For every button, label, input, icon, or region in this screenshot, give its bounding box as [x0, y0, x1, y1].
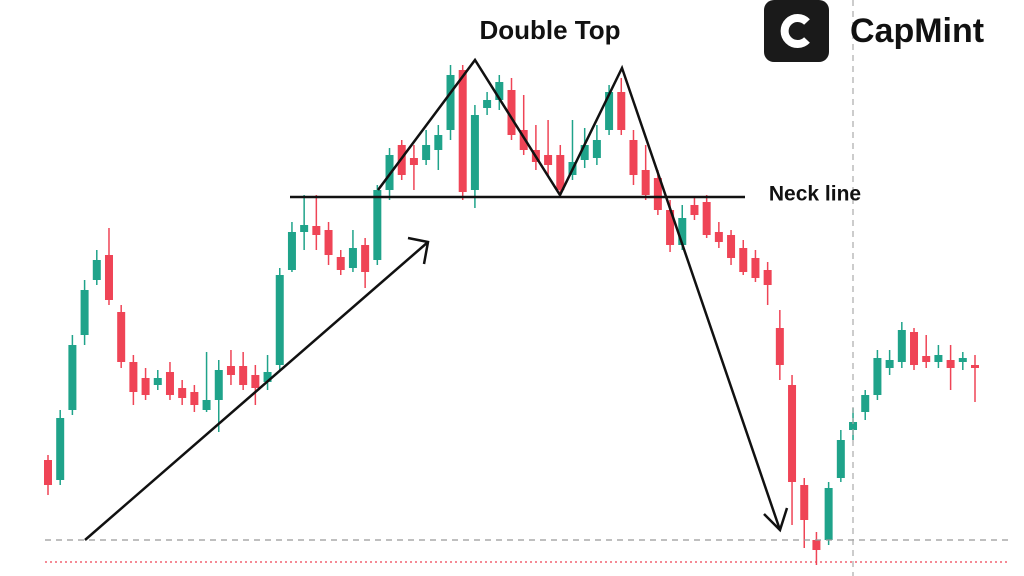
brand-name: CapMint: [850, 12, 984, 50]
candle-body: [68, 345, 77, 410]
candle-body: [275, 275, 284, 365]
candle-body: [373, 190, 382, 260]
candles: [44, 65, 979, 565]
candle-body: [117, 312, 126, 362]
candle-body: [812, 540, 821, 550]
candle-body: [324, 230, 333, 255]
candle-body: [422, 145, 431, 160]
candle-body: [165, 372, 174, 395]
arrow-head: [407, 236, 430, 265]
candle-body: [458, 70, 467, 192]
candle-body: [861, 395, 870, 412]
candle-body: [190, 392, 199, 405]
candle-body: [775, 328, 784, 365]
candle-body: [434, 135, 443, 150]
candle-body: [800, 485, 809, 520]
candle-body: [617, 92, 626, 130]
candle-body: [958, 358, 967, 362]
candle-body: [104, 255, 113, 300]
annotation: Neck line: [769, 183, 861, 206]
logo-box: [764, 0, 829, 62]
candle-body: [666, 210, 675, 245]
candle-body: [544, 155, 553, 165]
candle-body: [727, 235, 736, 258]
candle-body: [92, 260, 101, 280]
candle-body: [605, 92, 614, 130]
candle-body: [592, 140, 601, 158]
candle-body: [153, 378, 162, 385]
candle-body: [348, 248, 357, 268]
candle-body: [824, 488, 833, 540]
candle-body: [178, 388, 187, 398]
chart-title: Double Top: [479, 15, 620, 45]
candle-body: [495, 82, 504, 100]
candle-body: [446, 75, 455, 130]
candle-body: [714, 232, 723, 242]
candle-body: [141, 378, 150, 395]
candle-body: [129, 362, 138, 392]
candle-body: [226, 366, 235, 375]
candle-body: [251, 375, 260, 388]
candle-body: [641, 170, 650, 195]
candle-body: [287, 232, 296, 270]
candle-body: [483, 100, 492, 108]
candle-body: [312, 226, 321, 235]
candle-body: [897, 330, 906, 362]
uptrend-arrow: [84, 241, 429, 541]
candle-body: [519, 130, 528, 150]
candle-body: [44, 460, 52, 485]
candle-body: [653, 178, 662, 210]
candle-body: [946, 360, 955, 368]
candle-body: [873, 358, 882, 395]
candle-body: [56, 418, 65, 480]
candle-body: [739, 248, 748, 272]
candle-body: [836, 440, 845, 478]
candle-body: [336, 257, 345, 270]
candle-body: [507, 90, 516, 135]
candle-body: [763, 270, 772, 285]
candle-body: [361, 245, 370, 272]
candle-body: [556, 155, 565, 190]
candle-body: [214, 370, 223, 400]
logo-icon: [780, 14, 810, 48]
candle-body: [580, 145, 589, 160]
candle-body: [922, 356, 931, 362]
candle-body: [885, 360, 894, 368]
candle-body: [300, 225, 309, 232]
candle-body: [239, 366, 248, 385]
candle-body: [910, 332, 919, 365]
candle-body: [629, 140, 638, 175]
candle-body: [788, 385, 797, 482]
arrow-head: [763, 507, 789, 533]
candle-body: [678, 218, 687, 245]
candle-body: [690, 205, 699, 215]
candle-body: [702, 202, 711, 235]
candle-body: [409, 158, 418, 165]
candle-body: [80, 290, 89, 335]
candle-body: [751, 258, 760, 278]
candle-body: [470, 115, 479, 190]
candle-body: [263, 372, 272, 382]
candle-body: [849, 422, 858, 430]
double-top-path: [376, 57, 782, 531]
candle-body: [202, 400, 211, 410]
candle-body: [934, 355, 943, 362]
candle-body: [971, 365, 979, 368]
